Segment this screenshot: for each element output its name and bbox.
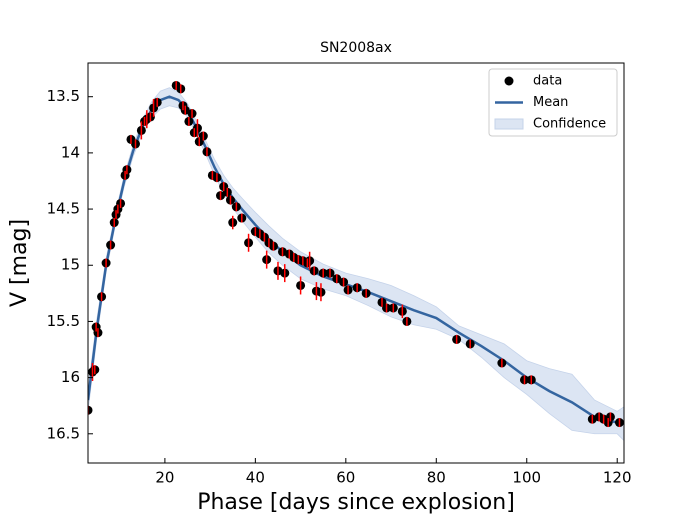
legend-label: Confidence bbox=[533, 117, 606, 132]
chart-title: SN2008ax bbox=[320, 40, 392, 56]
plot-area bbox=[88, 80, 624, 442]
legend: data Mean Confidence bbox=[488, 68, 618, 137]
x-tick-label: 80 bbox=[427, 469, 446, 487]
legend-label: Mean bbox=[533, 95, 568, 110]
x-tick-label: 60 bbox=[336, 469, 355, 487]
legend-label: data bbox=[533, 74, 562, 89]
x-tick-label: 120 bbox=[603, 469, 632, 487]
y-tick-label: 14.5 bbox=[47, 200, 80, 218]
x-tick-label: 40 bbox=[246, 469, 265, 487]
y-tick-label: 16 bbox=[61, 368, 80, 386]
y-tick-label: 16.5 bbox=[47, 424, 80, 442]
y-axis-label: V [mag] bbox=[7, 219, 32, 307]
legend-marker bbox=[504, 76, 514, 86]
data-point bbox=[88, 405, 93, 415]
y-tick-label: 13.5 bbox=[47, 87, 80, 105]
x-tick-label: 100 bbox=[512, 469, 541, 487]
x-tick-label: 20 bbox=[155, 469, 174, 487]
y-tick-label: 15.5 bbox=[47, 312, 80, 330]
x-axis-label: Phase [days since explosion] bbox=[197, 490, 515, 515]
y-tick-label: 14 bbox=[61, 143, 80, 161]
plot-frame bbox=[87, 62, 625, 464]
y-tick-label: 15 bbox=[61, 256, 80, 274]
legend-marker bbox=[494, 118, 524, 130]
